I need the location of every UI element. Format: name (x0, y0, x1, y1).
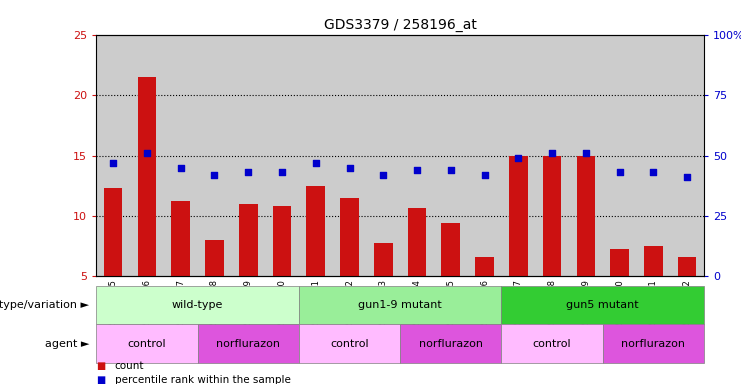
Bar (637, 35, 670, 276)
Bar (400, 35, 434, 276)
Point (546, 150, 558, 156)
Bar (239, 204, 258, 276)
Bar (374, 243, 393, 276)
Bar (602, 35, 637, 276)
Bar (333, 35, 366, 276)
Bar (569, 35, 602, 276)
Bar (400, 35, 434, 276)
Bar (340, 198, 359, 276)
Bar (138, 77, 156, 276)
Bar (205, 240, 224, 276)
Bar (366, 35, 400, 276)
Point (208, 172, 220, 178)
Bar (602, 35, 637, 276)
Bar (164, 35, 198, 276)
Bar (96, 35, 130, 276)
Text: count: count (115, 361, 144, 371)
Point (344, 165, 356, 171)
Title: GDS3379 / 258196_at: GDS3379 / 258196_at (324, 18, 476, 32)
Bar (171, 202, 190, 276)
Bar (198, 35, 231, 276)
Bar (130, 35, 164, 276)
Bar (670, 35, 704, 276)
Bar (366, 35, 400, 276)
Bar (130, 35, 164, 276)
Point (175, 165, 187, 171)
Point (445, 167, 456, 173)
Bar (265, 35, 299, 276)
Bar (509, 156, 528, 276)
Bar (400, 324, 502, 363)
Bar (468, 35, 502, 276)
Bar (273, 206, 291, 276)
Bar (265, 35, 299, 276)
Point (580, 150, 592, 156)
Point (377, 172, 389, 178)
Bar (434, 35, 468, 276)
Point (648, 169, 659, 175)
Bar (475, 257, 494, 276)
Point (107, 160, 119, 166)
Bar (576, 156, 595, 276)
Bar (96, 286, 299, 324)
Bar (307, 186, 325, 276)
Bar (299, 35, 333, 276)
Text: wild-type: wild-type (172, 300, 223, 310)
Bar (569, 35, 602, 276)
Text: percentile rank within the sample: percentile rank within the sample (115, 375, 290, 384)
Point (614, 169, 625, 175)
Bar (535, 35, 569, 276)
Bar (602, 324, 704, 363)
Bar (678, 257, 697, 276)
Point (141, 150, 153, 156)
Bar (502, 35, 535, 276)
Text: control: control (330, 339, 369, 349)
Text: ■: ■ (96, 361, 105, 371)
Text: gun5 mutant: gun5 mutant (566, 300, 639, 310)
Bar (299, 324, 400, 363)
Bar (644, 246, 662, 276)
Text: control: control (533, 339, 571, 349)
Bar (535, 35, 569, 276)
Text: gun1-9 mutant: gun1-9 mutant (358, 300, 442, 310)
Point (310, 160, 322, 166)
Bar (96, 324, 198, 363)
Bar (502, 324, 602, 363)
Point (512, 155, 524, 161)
Bar (231, 35, 265, 276)
Point (242, 169, 254, 175)
Bar (231, 35, 265, 276)
Bar (611, 249, 629, 276)
Bar (502, 286, 704, 324)
Bar (408, 207, 426, 276)
Bar (442, 223, 460, 276)
Bar (164, 35, 198, 276)
Bar (502, 35, 535, 276)
Bar (96, 35, 130, 276)
Bar (670, 35, 704, 276)
Bar (299, 35, 333, 276)
Bar (434, 35, 468, 276)
Point (276, 169, 288, 175)
Bar (333, 35, 366, 276)
Bar (299, 286, 502, 324)
Text: norflurazon: norflurazon (419, 339, 483, 349)
Text: agent ►: agent ► (44, 339, 89, 349)
Bar (198, 324, 299, 363)
Point (681, 174, 693, 180)
Bar (468, 35, 502, 276)
Bar (542, 156, 562, 276)
Text: norflurazon: norflurazon (621, 339, 685, 349)
Text: norflurazon: norflurazon (216, 339, 280, 349)
Text: control: control (127, 339, 166, 349)
Text: ■: ■ (96, 375, 105, 384)
Point (411, 167, 423, 173)
Bar (637, 35, 670, 276)
Point (479, 172, 491, 178)
Bar (198, 35, 231, 276)
Text: genotype/variation ►: genotype/variation ► (0, 300, 89, 310)
Bar (104, 188, 122, 276)
